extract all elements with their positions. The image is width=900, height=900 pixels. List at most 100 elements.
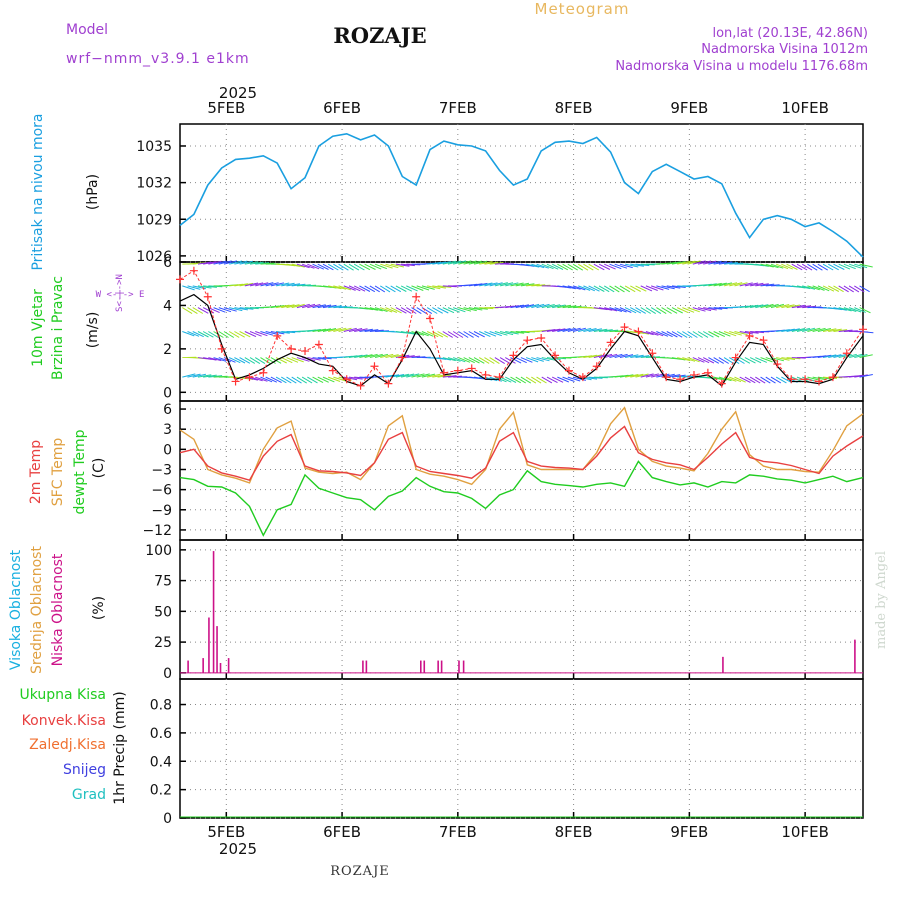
- wind-arrow: [473, 357, 485, 364]
- total-rain-label: Ukupna Kisa: [19, 687, 106, 703]
- gust-marker: [578, 373, 587, 382]
- wind-arrow: [338, 263, 349, 271]
- wind-arrow: [682, 331, 693, 338]
- wind-arrow: [609, 263, 622, 270]
- wind-arrow: [442, 260, 457, 265]
- wind-arrow: [354, 285, 366, 292]
- wind-arrow: [697, 260, 712, 265]
- wind-arrow: [708, 331, 720, 338]
- wind-arrow: [744, 357, 756, 364]
- wind-arrow: [208, 307, 220, 314]
- wind-arrow: [817, 328, 832, 332]
- wind-arrow: [739, 357, 751, 364]
- wind-arrow: [442, 331, 453, 338]
- wind-arrow: [374, 307, 388, 312]
- panel-cloud: 0 25 50 75 100: [145, 539, 864, 682]
- wind-arrow: [255, 282, 269, 287]
- gust-marker: [301, 347, 310, 356]
- gust-marker: [606, 338, 615, 347]
- wind-arrow: [833, 263, 845, 270]
- wind-arrow: [453, 357, 466, 363]
- wind-arrow: [828, 354, 842, 359]
- bottom-day-label: 7FEB: [439, 823, 477, 841]
- wind-arrow: [541, 376, 553, 384]
- wind-arrow: [473, 282, 488, 287]
- wind-arrow: [499, 282, 514, 287]
- wind-arrow: [182, 307, 193, 315]
- wind-arrow: [312, 357, 327, 360]
- wind-arrow: [625, 354, 639, 359]
- panel-temperature: −12 −9 −6 −3 0 3 6: [142, 400, 864, 541]
- wind-arrow: [687, 331, 698, 338]
- wind-arrow: [270, 376, 282, 383]
- wind-arrow: [484, 331, 497, 337]
- wind-arrow: [254, 357, 266, 365]
- wind-arrow: [307, 357, 321, 361]
- wind-labels: 10m Vjetar Brzina i Pravac (m/s) S<-|->N …: [30, 274, 144, 380]
- wind-arrow: [812, 327, 826, 332]
- wind-arrow: [578, 327, 592, 332]
- wind-arrow: [833, 329, 848, 332]
- precip-labels: Ukupna Kisa Konvek.Kisa Zaledj.Kisa Snij…: [19, 687, 128, 805]
- gust-marker: [314, 340, 323, 349]
- wind-arrow: [244, 331, 257, 338]
- wind-arrow: [510, 282, 524, 287]
- y-tick-label: 1029: [136, 212, 172, 228]
- wind-arrow: [817, 354, 832, 359]
- wind-arrow: [739, 331, 754, 335]
- wind-arrow: [479, 282, 493, 287]
- wind-arrow: [244, 261, 259, 265]
- snow-label: Snijeg: [63, 762, 106, 778]
- dewpt-label: dewpt Temp: [72, 429, 88, 514]
- page-title: ROZAJE: [333, 23, 426, 48]
- wind-arrow: [328, 376, 341, 382]
- wind-arrow: [786, 304, 800, 309]
- wind-arrow: [525, 376, 537, 384]
- wind-arrow: [770, 357, 785, 362]
- wind-arrow: [192, 373, 207, 378]
- wind-arrow: [307, 329, 321, 332]
- wind-arrow: [369, 353, 383, 359]
- wind-arrow: [770, 263, 784, 269]
- wind-arrow: [520, 304, 535, 309]
- wind-arrow: [260, 376, 273, 383]
- y-tick-label: 0: [163, 811, 172, 827]
- wind-arrow: [234, 357, 246, 364]
- gust-marker: [842, 349, 851, 358]
- wind-arrow: [453, 307, 466, 313]
- wind-arrow: [286, 376, 297, 384]
- wind-arrow: [687, 357, 700, 363]
- wind-arrow: [239, 282, 254, 287]
- wind-arrow: [515, 282, 530, 287]
- wind-arrow: [541, 329, 556, 332]
- top-day-label: 10FEB: [781, 99, 828, 117]
- wind-arrow: [755, 263, 769, 267]
- wind-arrow: [531, 263, 545, 269]
- wind-arrow: [791, 263, 803, 271]
- wind-arrow: [244, 282, 259, 287]
- wind-arrow: [463, 260, 477, 265]
- y-tick-label: 6: [163, 402, 172, 418]
- wind-arrow: [781, 328, 795, 332]
- wind-arrow: [359, 354, 373, 359]
- wind-arrow: [281, 376, 292, 384]
- wind-arrow: [765, 376, 776, 384]
- gust-marker: [481, 370, 490, 379]
- wind-arrow: [312, 304, 326, 309]
- wind-arrow: [317, 376, 329, 383]
- panel-frame: [179, 400, 864, 541]
- wind-arrow: [208, 260, 222, 265]
- wind-arrow: [260, 357, 271, 365]
- wind-arrow: [619, 354, 634, 359]
- wind-arrow: [437, 357, 451, 361]
- wind-arrow: [676, 307, 689, 314]
- gust-marker: [620, 323, 629, 332]
- wind-arrow: [604, 263, 616, 270]
- wind-arrow: [536, 303, 550, 309]
- wind-arrow: [854, 307, 866, 313]
- wind-arrow: [369, 263, 382, 270]
- gust-marker: [859, 325, 867, 334]
- panel-frame: [179, 678, 864, 819]
- wind-arrow: [380, 263, 393, 269]
- wind-arrow: [562, 263, 573, 271]
